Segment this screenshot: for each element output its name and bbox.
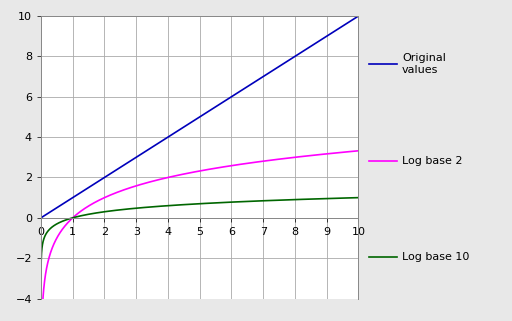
- Text: Original
values: Original values: [402, 53, 446, 75]
- Text: Log base 10: Log base 10: [402, 252, 470, 262]
- Text: Log base 2: Log base 2: [402, 155, 462, 166]
